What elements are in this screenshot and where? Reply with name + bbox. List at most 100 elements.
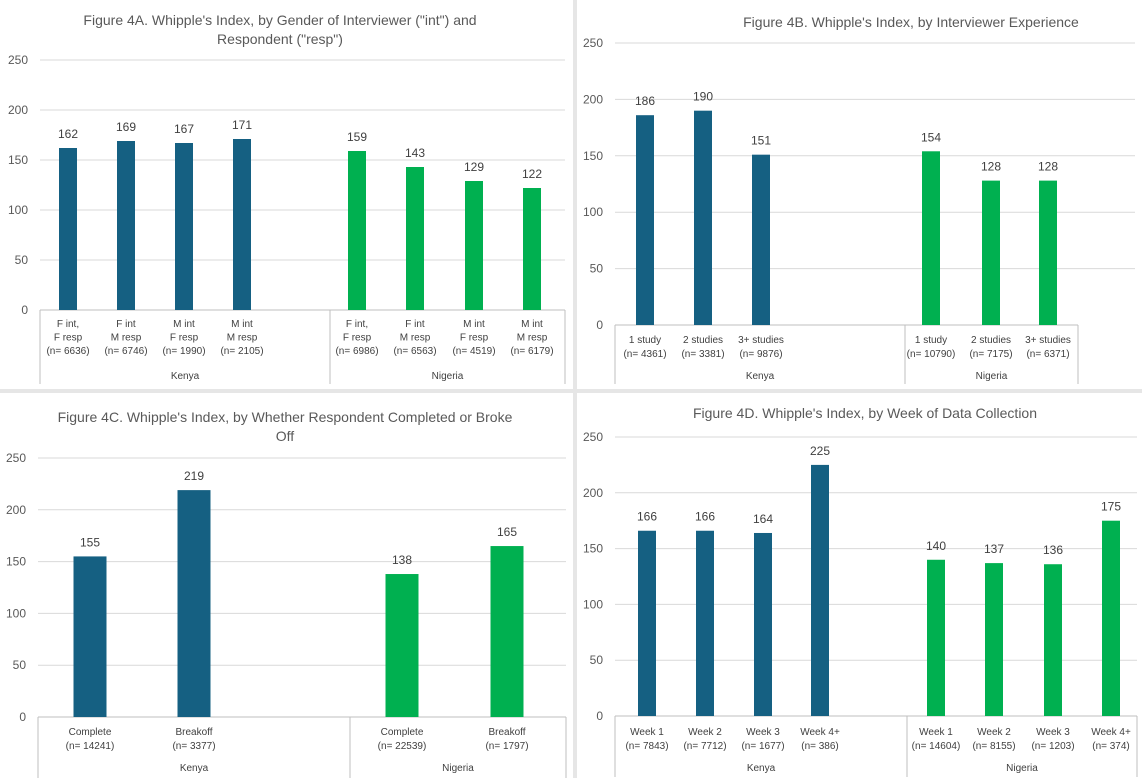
bar-4a-nigeria-1: [348, 151, 366, 310]
category-label-4a-kenya-4-line-1: M int: [231, 319, 253, 330]
y-tick-label-4b-150: 150: [583, 149, 603, 163]
category-label-4c-kenya-1-line-1: Complete: [69, 727, 112, 738]
bar-4d-kenya-4: [811, 464, 829, 716]
bar-4a-kenya-3: [175, 143, 193, 310]
category-label-4d-nigeria-1-line-2: (n= 14604): [912, 741, 961, 752]
category-label-4d-nigeria-2-line-2: (n= 8155): [972, 741, 1015, 752]
group-label-4c-nigeria: Nigeria: [442, 763, 474, 774]
data-label-4a-nigeria-1: 159: [347, 130, 367, 144]
category-label-4d-kenya-2-line-1: Week 2: [688, 727, 722, 738]
category-label-4b-nigeria-3-line-2: (n= 6371): [1026, 349, 1069, 360]
category-label-4b-nigeria-2-line-1: 2 studies: [971, 335, 1011, 346]
category-label-4a-nigeria-1-line-1: F int,: [346, 319, 368, 330]
bar-4a-nigeria-4: [523, 188, 541, 310]
y-tick-label-4a-200: 200: [8, 103, 28, 117]
chart-panel-4b: Figure 4B. Whipple's Index, by Interview…: [577, 0, 1142, 389]
chart-panel-4a: Figure 4A. Whipple's Index, by Gender of…: [0, 0, 573, 389]
data-label-4b-nigeria-2: 128: [981, 160, 1001, 174]
category-label-4a-nigeria-4-line-3: (n= 6179): [510, 346, 553, 357]
bar-4d-kenya-2: [696, 530, 714, 716]
chart-title-4a-line-2: Respondent ("resp"): [217, 31, 343, 47]
group-label-4a-nigeria: Nigeria: [432, 371, 464, 382]
data-label-4b-kenya-2: 190: [693, 90, 713, 104]
y-tick-label-4d-50: 50: [590, 653, 604, 667]
bar-4b-nigeria-1: [922, 151, 940, 325]
category-label-4b-kenya-1-line-1: 1 study: [629, 335, 661, 346]
y-tick-label-4c-50: 50: [13, 658, 27, 672]
category-label-4c-kenya-1-line-2: (n= 14241): [66, 741, 115, 752]
category-label-4c-nigeria-1-line-1: Complete: [381, 727, 424, 738]
category-label-4b-kenya-2-line-1: 2 studies: [683, 335, 723, 346]
group-label-4d-nigeria: Nigeria: [1006, 763, 1038, 774]
category-label-4d-nigeria-4-line-2: (n= 374): [1092, 741, 1130, 752]
chart-title-4c-line-1: Figure 4C. Whipple's Index, by Whether R…: [58, 409, 513, 425]
category-label-4b-kenya-2-line-2: (n= 3381): [681, 349, 724, 360]
category-label-4d-kenya-3-line-1: Week 3: [746, 727, 780, 738]
category-label-4a-kenya-4-line-3: (n= 2105): [220, 346, 263, 357]
category-label-4a-kenya-2-line-2: M resp: [111, 333, 142, 344]
category-label-4a-kenya-2-line-1: F int: [116, 319, 136, 330]
category-label-4a-nigeria-2-line-2: M resp: [400, 333, 431, 344]
y-tick-label-4c-200: 200: [6, 503, 26, 517]
group-label-4b-nigeria: Nigeria: [976, 371, 1008, 382]
category-label-4d-nigeria-1-line-1: Week 1: [919, 727, 953, 738]
chart-title-4c-line-2: Off: [276, 428, 295, 444]
bar-4b-kenya-1: [636, 115, 654, 325]
category-label-4a-kenya-1-line-1: F int,: [57, 319, 79, 330]
data-label-4c-nigeria-2: 165: [497, 525, 517, 539]
bar-4d-nigeria-1: [927, 559, 945, 716]
group-label-4c-kenya: Kenya: [180, 763, 209, 774]
category-label-4a-nigeria-4-line-1: M int: [521, 319, 543, 330]
bar-4d-nigeria-2: [985, 563, 1003, 716]
y-tick-label-4c-0: 0: [19, 710, 26, 724]
bar-4a-kenya-1: [59, 148, 77, 310]
y-tick-label-4a-50: 50: [15, 253, 29, 267]
y-tick-label-4c-150: 150: [6, 555, 26, 569]
bar-4a-kenya-2: [117, 141, 135, 310]
chart-panel-4d: Figure 4D. Whipple's Index, by Week of D…: [577, 393, 1142, 778]
bar-4a-kenya-4: [233, 139, 251, 310]
category-label-4a-nigeria-3-line-1: M int: [463, 319, 485, 330]
category-label-4c-nigeria-2-line-1: Breakoff: [488, 727, 525, 738]
category-label-4d-nigeria-3-line-2: (n= 1203): [1031, 741, 1074, 752]
data-label-4d-nigeria-2: 137: [984, 542, 1004, 556]
data-label-4d-kenya-2: 166: [695, 510, 715, 524]
category-label-4b-nigeria-3-line-1: 3+ studies: [1025, 335, 1071, 346]
bar-4d-kenya-1: [638, 530, 656, 716]
y-tick-label-4b-0: 0: [596, 318, 603, 332]
y-tick-label-4a-0: 0: [21, 303, 28, 317]
bar-4a-nigeria-2: [406, 167, 424, 310]
y-tick-label-4c-100: 100: [6, 606, 26, 620]
category-label-4a-kenya-3-line-3: (n= 1990): [162, 346, 205, 357]
group-label-4d-kenya: Kenya: [747, 763, 776, 774]
category-label-4b-nigeria-1-line-2: (n= 10790): [907, 349, 956, 360]
y-tick-label-4d-0: 0: [596, 709, 603, 723]
category-label-4a-kenya-4-line-2: M resp: [227, 333, 258, 344]
category-label-4a-kenya-3-line-2: F resp: [170, 333, 199, 344]
data-label-4c-nigeria-1: 138: [392, 553, 412, 567]
bar-4b-nigeria-2: [982, 180, 1000, 325]
category-label-4c-kenya-2-line-1: Breakoff: [175, 727, 212, 738]
bar-4d-kenya-3: [754, 532, 772, 716]
category-label-4c-nigeria-2-line-2: (n= 1797): [485, 741, 528, 752]
category-label-4c-nigeria-1-line-2: (n= 22539): [378, 741, 427, 752]
category-label-4a-nigeria-4-line-2: M resp: [517, 333, 548, 344]
chart-4b: Figure 4B. Whipple's Index, by Interview…: [583, 14, 1135, 384]
bar-4d-nigeria-3: [1044, 564, 1062, 716]
bar-4b-nigeria-3: [1039, 180, 1057, 325]
y-tick-label-4d-200: 200: [583, 486, 603, 500]
category-label-4b-nigeria-2-line-2: (n= 7175): [969, 349, 1012, 360]
bar-4a-nigeria-3: [465, 181, 483, 310]
category-label-4d-kenya-1-line-1: Week 1: [630, 727, 664, 738]
chart-title-4a-line-1: Figure 4A. Whipple's Index, by Gender of…: [83, 12, 476, 28]
chart-4d: Figure 4D. Whipple's Index, by Week of D…: [583, 405, 1138, 777]
y-tick-label-4b-100: 100: [583, 205, 603, 219]
category-label-4a-nigeria-1-line-3: (n= 6986): [335, 346, 378, 357]
y-tick-label-4a-150: 150: [8, 153, 28, 167]
chart-title-4b-line-1: Figure 4B. Whipple's Index, by Interview…: [743, 14, 1079, 30]
category-label-4a-nigeria-3-line-2: F resp: [460, 333, 489, 344]
y-tick-label-4d-150: 150: [583, 542, 603, 556]
bar-4c-nigeria-2: [490, 546, 524, 717]
category-label-4d-nigeria-2-line-1: Week 2: [977, 727, 1011, 738]
data-label-4d-kenya-3: 164: [753, 512, 773, 526]
